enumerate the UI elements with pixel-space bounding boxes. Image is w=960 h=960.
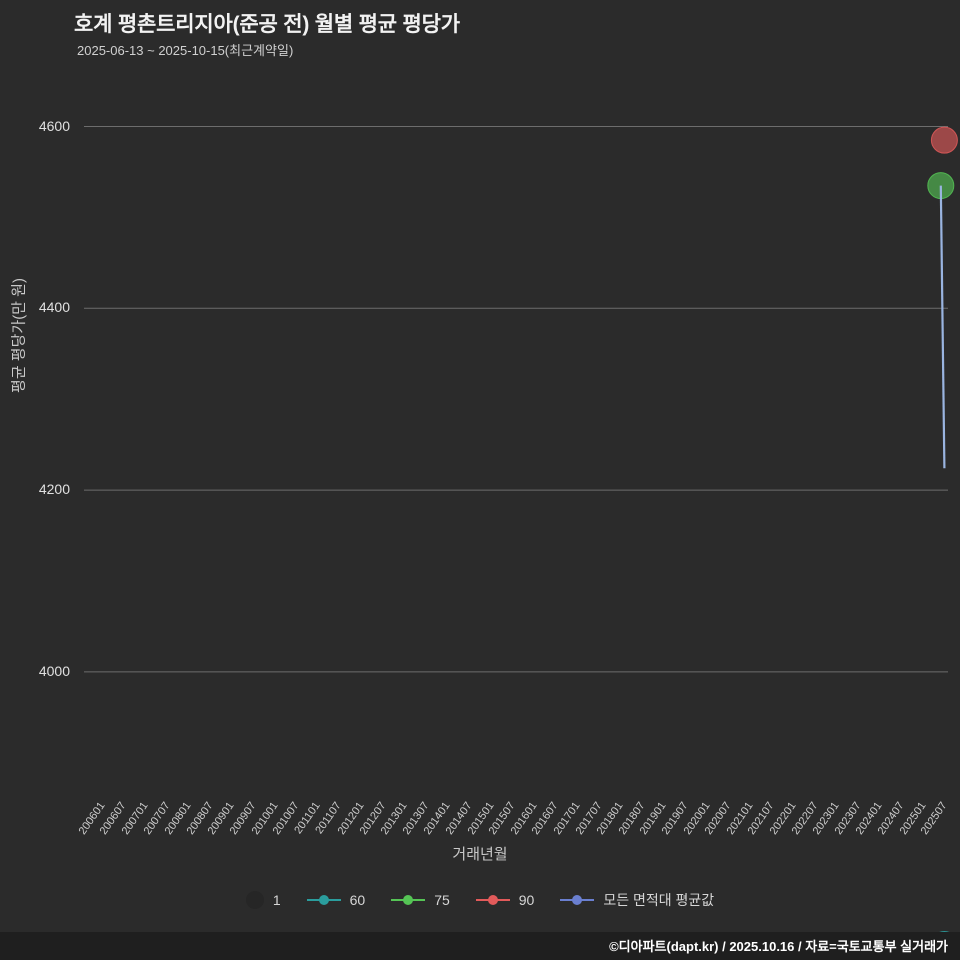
chart-subtitle: 2025-06-13 ~ 2025-10-15(최근계약일): [77, 43, 294, 58]
y-tick-label: 4600: [38, 117, 70, 134]
legend-item-모든-면적대-평균값[interactable]: 모든 면적대 평균값: [560, 890, 714, 910]
legend-label-count: 1: [272, 892, 281, 908]
legend-marker-icon: [391, 892, 426, 908]
gridlines: [84, 126, 948, 673]
legend-item-90[interactable]: 90: [475, 892, 535, 908]
data-series-layer: [927, 126, 958, 959]
legend-item-count[interactable]: 1: [245, 891, 281, 909]
legend-label: 75: [434, 892, 450, 908]
x-axis-title: 거래년월: [452, 846, 508, 863]
y-tick-label: 4000: [38, 662, 70, 679]
chart-legend: 1 60 75 90 모든 면적대 평균값: [0, 890, 960, 910]
y-tick-label: 4200: [38, 481, 70, 498]
legend-item-60[interactable]: 60: [306, 892, 366, 908]
legend-item-75[interactable]: 75: [391, 892, 450, 908]
legend-series-group: 60 75 90 모든 면적대 평균값: [306, 890, 714, 910]
legend-marker-icon: [306, 892, 341, 908]
data-point-marker[interactable]: [930, 126, 958, 154]
series-line: [939, 185, 946, 469]
legend-label: 60: [349, 892, 366, 908]
y-tick-label: 4400: [38, 299, 70, 316]
page-title: 호계 평촌트리지아(준공 전) 월별 평균 평당가: [74, 13, 460, 36]
legend-label: 모든 면적대 평균값: [603, 892, 715, 908]
legend-marker-icon: [560, 892, 595, 908]
count-dot-icon: [245, 891, 264, 909]
legend-marker-icon: [475, 892, 510, 908]
footer-credit: ©디아파트(dapt.kr) / 2025.10.16 / 자료=국토교통부 실…: [609, 939, 948, 954]
footer-bar: [0, 932, 960, 960]
legend-label: 90: [518, 892, 535, 908]
